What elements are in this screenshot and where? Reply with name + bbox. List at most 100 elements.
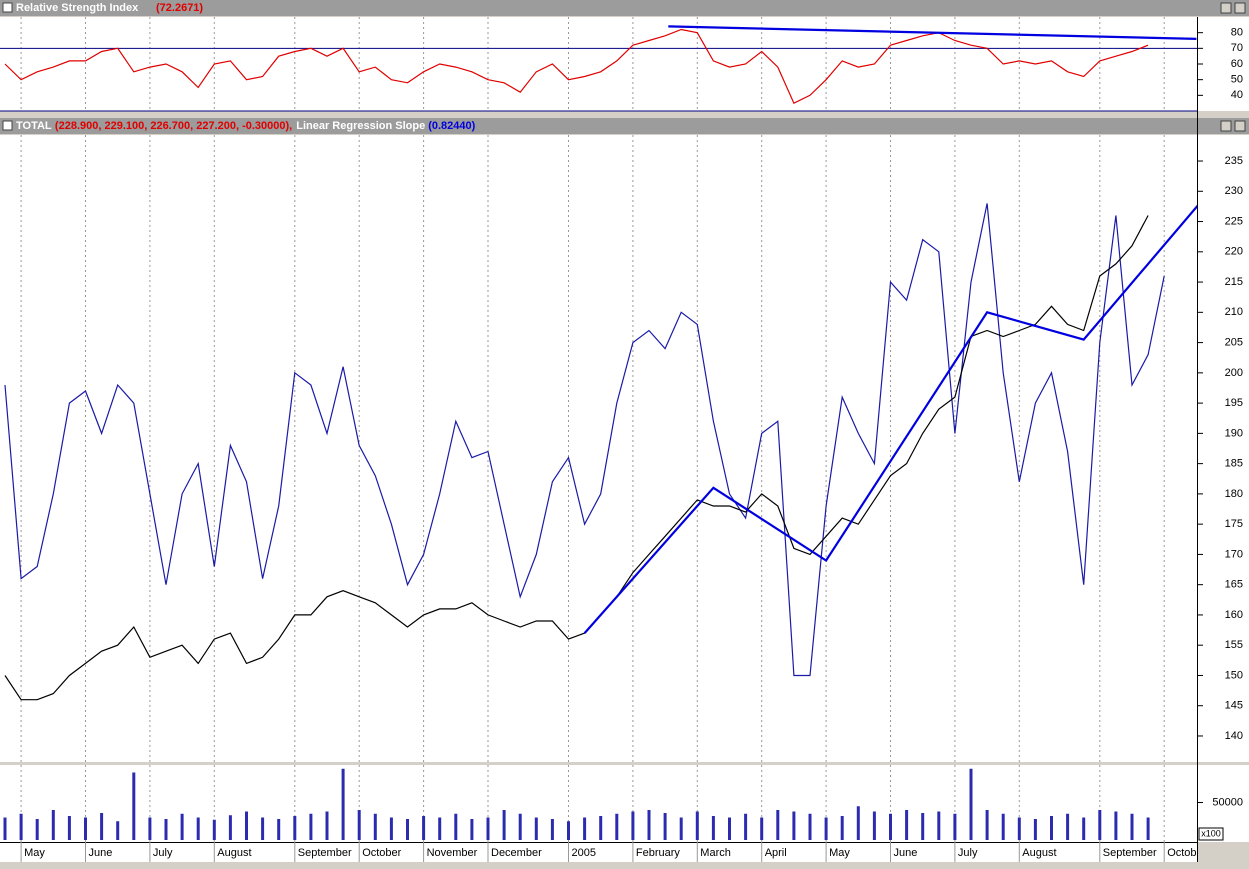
y-tick-label: 80 [1231,27,1243,39]
y-tick-label: 230 [1225,185,1243,197]
x-tick-label: April [765,847,787,859]
volume-bar [615,813,619,840]
volume-bar [872,811,876,840]
rsi-value: (72.2671) [156,2,203,14]
volume-bar [1033,819,1037,840]
volume-bar [293,816,297,840]
volume-bar [905,810,909,840]
series-line [4,215,1149,701]
x-tick-label: July [958,847,978,859]
x-tick-label: Octob [1167,847,1196,859]
volume-bar [502,810,506,840]
volume-bar [406,819,409,840]
volume-bar [728,817,731,840]
y-tick-label: 195 [1225,397,1243,409]
volume-bar [212,819,216,840]
volume-bar [1082,817,1086,840]
volume-bar [84,817,87,840]
volume-bar [132,772,136,840]
y-tick-label: 185 [1225,458,1243,470]
volume-bar [180,813,184,840]
volume-bar [921,813,925,840]
x-tick-label: August [1022,847,1056,859]
volume-bar [19,813,23,840]
volume-bar [470,819,474,840]
volume-bar [679,817,683,840]
volume-bar [261,817,265,840]
y-tick-label: 140 [1225,730,1243,742]
series-name: TOTAL [16,120,52,132]
volume-bar [277,819,281,840]
volume-bar [695,811,699,840]
x-tick-label: March [700,847,731,859]
volume-bar [534,817,538,840]
rsi-axis [1198,17,1249,111]
volume-bar [953,813,957,840]
volume-bar [486,817,490,840]
x-tick-label: September [1103,847,1157,859]
trend-line [583,204,1197,634]
trend-line [668,25,1197,40]
volume-bar [1050,816,1053,840]
volume-bar [373,813,377,840]
x-tick-label: December [491,847,542,859]
x-tick-label: May [829,847,850,859]
y-tick-label: 220 [1225,246,1243,258]
indicator-value: (0.82440) [428,120,475,132]
x-axis [0,843,1197,862]
y-tick-label: 60 [1231,58,1243,70]
volume-bar [969,768,973,840]
rsi-header [0,0,1249,16]
volume-bar [51,810,55,840]
price-axis [1198,135,1249,762]
volume-bar [550,819,554,840]
volume-bar [1130,813,1134,840]
y-tick-label: 70 [1231,42,1243,54]
minimize-button[interactable] [1220,120,1232,132]
close-button[interactable] [1234,2,1246,14]
y-tick-label: 175 [1225,518,1243,530]
close-button[interactable] [1234,120,1246,132]
x-tick-label: November [427,847,478,859]
volume-bar [1114,811,1118,840]
volume-bar [35,819,39,840]
volume-bar [309,813,313,840]
volume-bar [389,817,393,840]
y-tick-label: 145 [1225,700,1243,712]
rsi-plot [0,17,1197,111]
series-line [4,28,1149,105]
y-tick-label: 170 [1225,548,1243,560]
volume-bar [744,813,748,840]
volume-bar [631,811,635,840]
price-plot [0,135,1197,762]
volume-bar [711,816,715,840]
volume-bar [100,813,104,840]
volume-bar [245,811,248,840]
volume-bar [1146,817,1150,840]
y-tick-label: 155 [1225,639,1243,651]
x-tick-label: July [153,847,173,859]
volume-bar [1017,817,1021,840]
volume-bar [856,806,860,840]
y-tick-label: 225 [1225,215,1243,227]
volume-bar [341,768,345,840]
x-tick-label: June [894,847,918,859]
series-line [4,203,1165,677]
x-tick-label: May [24,847,45,859]
volume-bar [1066,813,1070,840]
volume-bar [164,819,168,840]
volume-bar [792,811,796,840]
y-tick-label: 180 [1225,488,1243,500]
unit-label: x100 [1201,828,1221,838]
y-tick-label: 210 [1225,306,1243,318]
volume-bar [647,810,651,840]
minimize-button[interactable] [1220,2,1232,14]
y-tick-label: 205 [1225,336,1243,348]
volume-bar [840,816,844,840]
volume-bar [663,813,667,840]
volume-bar [1098,810,1102,840]
volume-bar [599,816,603,840]
unit-box [1198,827,1224,841]
x-tick-label: September [298,847,352,859]
